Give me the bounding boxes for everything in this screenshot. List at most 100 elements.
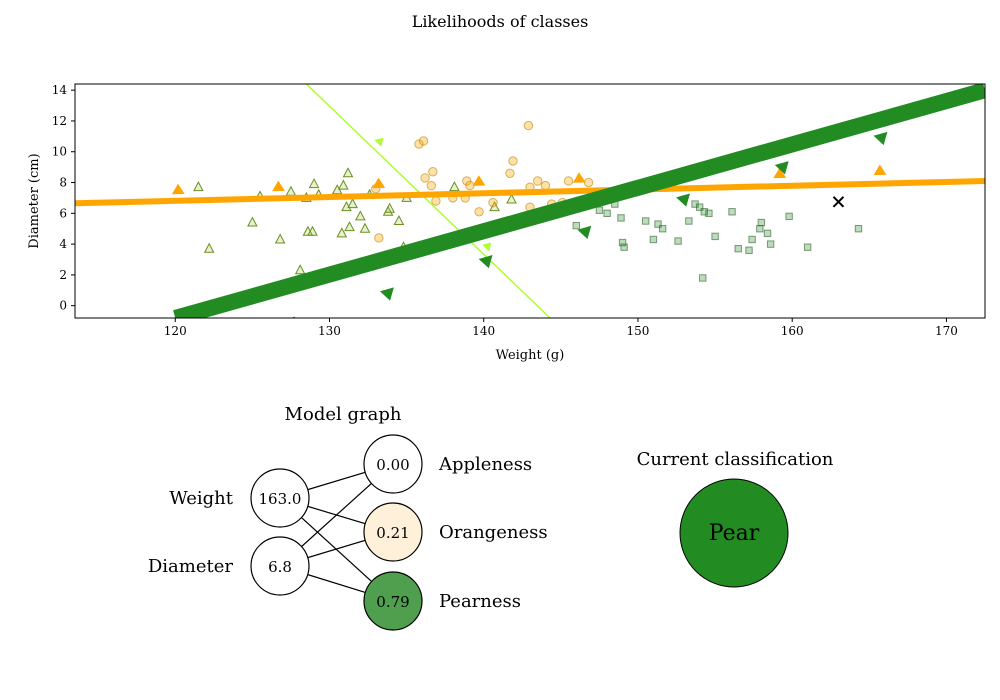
decision-line-2-arrow-4: [676, 193, 690, 207]
decision-line-0-arrow-0: [374, 137, 384, 147]
series-2-point-4: [617, 214, 625, 222]
series-0-point-0: [193, 181, 204, 192]
series-2-point-1: [595, 206, 604, 214]
decision-line-1-arrow-0: [171, 183, 185, 195]
series-1-point-12: [474, 207, 484, 217]
series-0-point-10: [308, 177, 320, 189]
series-1-point-15: [508, 156, 518, 166]
classification-panel: Current classification Pear: [637, 449, 834, 588]
decision-line-2-arrow-1: [379, 287, 394, 301]
input-node-weight-label: Weight: [169, 488, 234, 509]
current-point-marker: [832, 196, 845, 208]
series-1-point-19: [533, 176, 543, 186]
series-1-point-4: [420, 173, 430, 183]
series-1-point-7: [431, 196, 441, 206]
series-2-point-29: [854, 225, 863, 233]
classification-title: Current classification: [637, 449, 834, 470]
series-2-point-2: [603, 209, 611, 218]
series-1-point-10: [462, 176, 472, 186]
series-0-point-20: [359, 222, 371, 233]
y-tick-label-4: 8: [59, 176, 67, 190]
decision-line-0: [305, 84, 551, 318]
output-node-appleness-value: 0.00: [376, 456, 409, 474]
decision-line-1: [75, 177, 985, 207]
y-tick-label-7: 14: [52, 83, 68, 97]
axis-ticks: 120 130 140 150 160 170 0 2 4 6 8 10 12 14: [52, 83, 958, 338]
y-tick-label-6: 12: [52, 114, 67, 128]
series-0-point-9: [307, 225, 318, 236]
series-2-point-18: [711, 232, 719, 241]
output-node-appleness-label: Appleness: [438, 454, 532, 475]
decision-line-1-arrow-3: [472, 175, 486, 186]
decision-line-2-arrow-5: [774, 161, 789, 175]
series-2-point-27: [785, 212, 793, 221]
series-1-point-5: [426, 180, 436, 191]
series-2-point-9: [654, 220, 662, 228]
series-1-point-6: [428, 167, 438, 177]
output-node-pearness: 0.79 Pearness: [363, 571, 521, 631]
series-0-point-23: [384, 202, 395, 213]
input-node-diameter-label: Diameter: [148, 556, 234, 577]
series-2-point-19: [728, 208, 736, 216]
series-1-point-20: [540, 180, 551, 191]
series-0-point-27: [449, 181, 460, 192]
classification-label: Pear: [709, 521, 760, 546]
plot-frame: [74, 83, 986, 319]
model-graph-title: Model graph: [285, 404, 402, 425]
y-tick-label-5: 10: [52, 145, 67, 159]
series-2-point-28: [803, 243, 812, 251]
series-2-point-16: [700, 208, 708, 216]
series-0-point-4: [274, 233, 286, 244]
y-axis-label: Diameter (cm): [27, 153, 42, 248]
classification-circle: [679, 478, 789, 588]
series-2-point-12: [685, 217, 693, 225]
output-node-pearness-value: 0.79: [376, 593, 409, 611]
series-0-point-6: [294, 264, 306, 275]
data-layer: [75, 84, 985, 318]
x-tick-label-1: 130: [318, 324, 341, 338]
series-0-point-14: [338, 179, 349, 190]
output-node-appleness: 0.00 Appleness: [363, 434, 532, 494]
input-node-weight: 163.0 Weight: [169, 468, 310, 528]
scatter-plot: 120 130 140 150 160 170 0 2 4 6 8 10 12 14 Weight (g)…: [27, 83, 986, 363]
input-node-diameter-value: 6.8: [268, 558, 292, 576]
y-tick-label-2: 4: [59, 237, 67, 251]
x-tick-label-0: 120: [164, 324, 187, 338]
series-0-point-2: [247, 216, 258, 227]
decision-line-2-arrow-2: [478, 255, 493, 269]
series-0-point-24: [393, 214, 405, 226]
decision-line-2-arrow-6: [873, 131, 888, 146]
series-1-point-3: [418, 136, 429, 146]
x-tick-label-3: 150: [627, 324, 650, 338]
series-2-point-14: [695, 203, 704, 211]
input-node-diameter: 6.8 Diameter: [148, 536, 310, 596]
x-tick-label-5: 170: [935, 324, 958, 338]
output-node-orangeness-label: Orangeness: [439, 522, 548, 543]
decision-line-2-arrow-0: [290, 316, 296, 318]
output-node-pearness-label: Pearness: [439, 591, 521, 612]
decision-line-1-arrow-2: [372, 177, 386, 189]
series-1-point-2: [414, 139, 424, 149]
decision-line-1-arrow-6: [773, 167, 787, 179]
series-1-point-14: [505, 168, 515, 178]
series-1-point-13: [488, 197, 498, 208]
decision-line-2: [173, 84, 985, 318]
y-tick-label-1: 2: [59, 268, 67, 282]
series-0-point-13: [336, 227, 348, 238]
series-2-point-23: [756, 225, 764, 233]
series-1-point-25: [583, 177, 594, 188]
series-2-point-8: [649, 235, 658, 244]
series-2-point-21: [745, 246, 753, 254]
series-2-point-11: [674, 237, 682, 245]
y-tick-label-3: 6: [59, 206, 67, 220]
figure-title: Likelihoods of classes: [412, 12, 589, 31]
series-0-point-19: [355, 210, 366, 221]
series-2-point-24: [757, 218, 766, 227]
input-node-weight-value: 163.0: [259, 490, 302, 508]
series-2-point-6: [620, 243, 628, 251]
series-0-point-29: [506, 193, 517, 204]
series-1-point-23: [563, 176, 574, 186]
series-2-point-15: [699, 274, 707, 282]
x-tick-label-4: 160: [781, 324, 804, 338]
